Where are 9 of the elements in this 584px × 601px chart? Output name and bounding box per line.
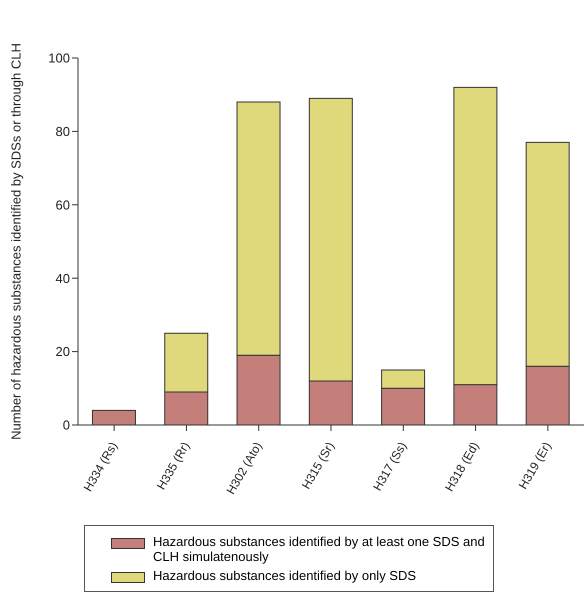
y-tick-label: 80 (56, 124, 70, 140)
legend-label: Hazardous substances identified by only SDS (153, 568, 416, 583)
y-tick-label: 40 (56, 270, 70, 286)
y-tick-label: 60 (56, 197, 70, 212)
legend-label: Hazardous substances identified by at least one SDS and CLH simulatenously (153, 534, 485, 564)
y-tick-label: 0 (62, 418, 70, 433)
y-axis-title: Number of hazardous substances identified by SDSs or through CLH (8, 43, 24, 440)
y-tick-label: 100 (48, 50, 70, 66)
y-tick-label: 20 (56, 344, 70, 360)
